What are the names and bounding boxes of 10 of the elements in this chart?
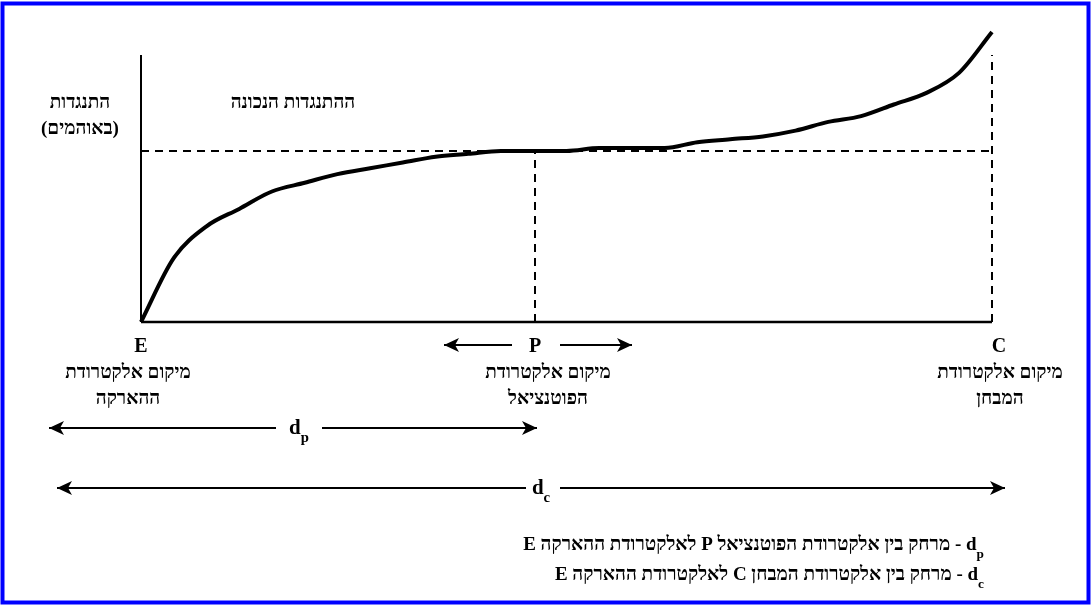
text: מיקום אלקטרודת המבחן — [937, 361, 1063, 408]
text: מיקום אלקטרודת ההארקה — [65, 361, 191, 408]
text: d$_{p}$ — [289, 415, 309, 445]
text: d$_{c}$ — [531, 475, 551, 505]
text: P — [528, 334, 542, 356]
text: C — [991, 334, 1007, 356]
annotation: ההתנגדות הנכונה — [230, 91, 356, 112]
text: מיקום אלקטרודת הפוטנציאל — [485, 361, 611, 408]
y-axis-title: התנגדות (באוהמים) — [41, 91, 119, 139]
text: E — [134, 334, 148, 356]
